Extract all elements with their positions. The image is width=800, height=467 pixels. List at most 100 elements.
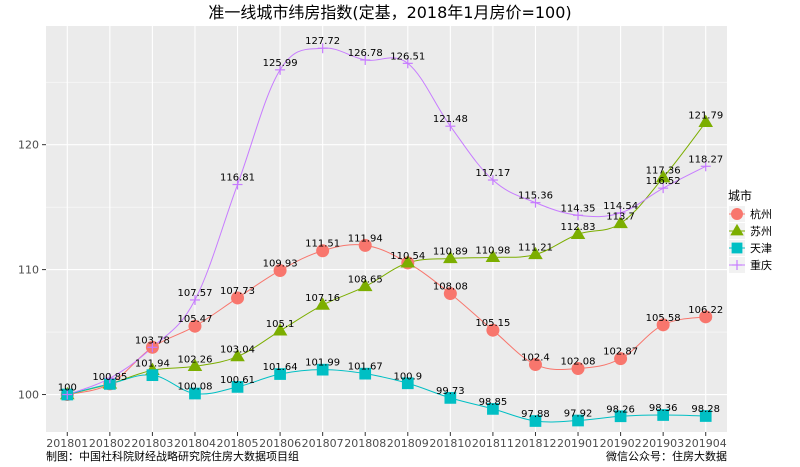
data-label: 116.52 [646, 176, 681, 187]
data-label: 108.65 [348, 274, 383, 285]
data-label: 115.36 [518, 191, 553, 202]
data-point [316, 363, 329, 376]
data-label: 100.61 [220, 375, 255, 386]
data-point [658, 183, 669, 194]
plot-panel [46, 26, 727, 432]
data-label: 99.73 [436, 386, 465, 397]
x-tick-label: 201811 [472, 437, 514, 450]
data-point [189, 294, 200, 305]
data-point [573, 210, 584, 221]
data-label: 98.28 [691, 404, 720, 415]
data-point [400, 255, 416, 268]
y-tick-label: 100 [18, 389, 39, 402]
data-point [231, 381, 244, 393]
data-point [146, 369, 159, 382]
data-label: 118.27 [688, 154, 723, 165]
data-label: 116.81 [220, 173, 255, 184]
series-markers [60, 43, 713, 427]
y-tick-label: 110 [18, 264, 39, 277]
data-label: 108.08 [433, 282, 468, 293]
data-point [230, 348, 245, 362]
series-line [67, 369, 706, 423]
data-label: 97.88 [521, 409, 550, 420]
x-tick-label: 201810 [429, 437, 471, 450]
chart-title: 准一线城市纬房指数(定基，2018年1月房价=100) [208, 3, 571, 22]
x-tick-label: 201809 [387, 437, 429, 450]
data-label: 121.79 [688, 110, 723, 121]
data-label: 101.99 [305, 358, 340, 369]
data-label: 109.93 [263, 258, 298, 269]
series-line [67, 122, 707, 396]
legend-label: 苏州 [750, 225, 772, 238]
data-label: 100 [58, 383, 77, 394]
data-point [444, 392, 457, 404]
data-label: 113.7 [606, 211, 635, 222]
data-label: 102.4 [521, 353, 550, 364]
data-label: 127.72 [305, 36, 340, 47]
caption-right: 微信公众号：住房大数据 [606, 449, 727, 463]
data-label: 107.73 [220, 286, 255, 297]
data-label: 106.22 [688, 305, 723, 316]
data-point [443, 250, 458, 264]
x-tick-label: 201903 [642, 437, 684, 450]
data-point [530, 197, 541, 208]
data-label: 126.78 [348, 48, 383, 59]
data-label: 111.94 [348, 233, 383, 244]
x-tick-label: 201807 [302, 437, 344, 450]
data-point [443, 287, 457, 301]
data-point [485, 249, 501, 263]
data-point [187, 358, 203, 371]
data-label: 105.15 [475, 318, 510, 329]
data-label: 98.85 [479, 397, 508, 408]
x-axis: 201801 201802 201803 201804 201805 201806 2018… [46, 432, 727, 450]
data-labels: 100 100.85 103.78 105.47 107.73 109.93 111.51 1… [58, 36, 723, 420]
legend-label: 杭州 [750, 207, 772, 221]
data-label: 102.26 [177, 354, 212, 365]
x-tick-label: 201812 [514, 437, 556, 450]
x-tick-label: 201802 [89, 437, 131, 450]
data-label: 125.99 [263, 58, 298, 69]
x-tick-label: 201904 [685, 437, 727, 450]
data-point [103, 378, 116, 390]
x-tick-label: 201805 [217, 437, 259, 450]
data-point [358, 238, 372, 252]
data-point [699, 410, 712, 422]
legend-title: 城市 [728, 188, 752, 203]
data-point [656, 318, 670, 332]
x-tick-label: 201801 [46, 437, 88, 450]
data-point [445, 121, 456, 132]
data-label: 110.98 [475, 245, 510, 256]
data-point [357, 278, 373, 292]
x-tick-label: 201806 [259, 437, 301, 450]
y-tick-label: 120 [18, 139, 39, 152]
legend-label: 天津 [750, 242, 772, 255]
data-point [189, 387, 201, 400]
data-point [315, 297, 330, 310]
data-label: 110.54 [390, 251, 425, 262]
data-point [571, 362, 585, 376]
data-point [700, 161, 711, 172]
data-label: 105.58 [646, 313, 681, 324]
data-label: 105.1 [266, 319, 295, 330]
data-point [62, 389, 73, 400]
data-label: 100.9 [393, 371, 422, 382]
legend-marker [731, 208, 743, 220]
legend-label: 重庆 [750, 258, 772, 272]
x-tick-label: 201901 [557, 437, 599, 450]
data-point [699, 310, 713, 324]
data-point [360, 54, 371, 65]
data-point [657, 409, 670, 421]
data-label: 100.85 [92, 372, 127, 383]
data-label: 100.08 [177, 382, 212, 393]
data-label: 105.47 [177, 314, 212, 325]
x-tick-label: 201803 [131, 437, 173, 450]
x-tick-label: 201808 [344, 437, 386, 450]
data-point [232, 179, 243, 190]
data-point [401, 377, 414, 390]
data-point [570, 226, 586, 239]
data-point [614, 410, 627, 423]
data-label: 107.16 [305, 293, 340, 304]
